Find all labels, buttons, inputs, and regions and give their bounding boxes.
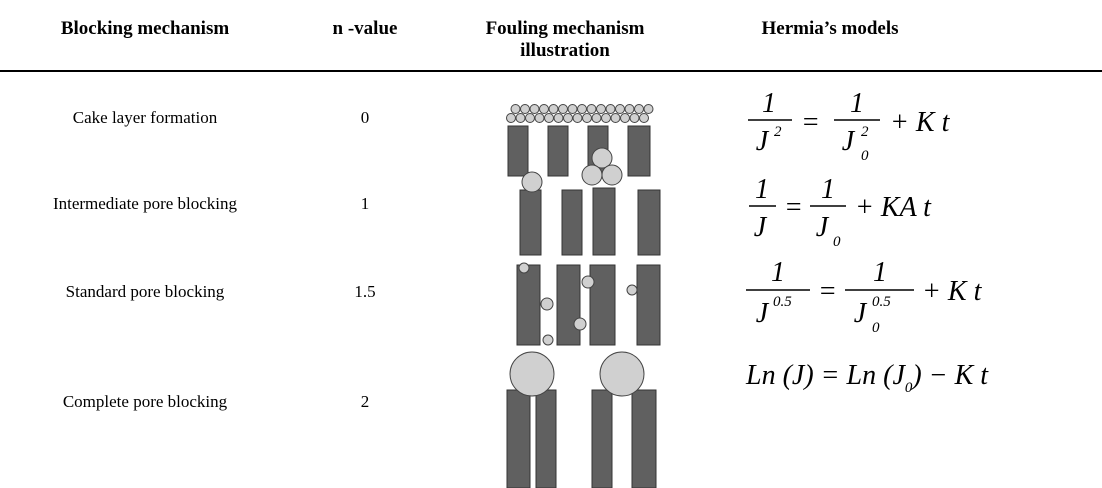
model-formula: 1 J 0.5 = 1 J 0.5 0 + K t — [746, 257, 983, 336]
particle — [634, 104, 644, 114]
denominator: J — [854, 298, 868, 329]
model-formula: 1 J = 1 J 0 + KA t — [749, 174, 932, 250]
particle — [572, 113, 583, 123]
n-cell: 0 — [360, 108, 370, 127]
particle — [534, 113, 545, 123]
particle — [639, 113, 649, 123]
header-cell: Blocking mechanism — [60, 18, 230, 39]
denominator: J — [756, 126, 770, 157]
n-cell: 1.5 — [354, 282, 376, 301]
particle — [620, 113, 630, 123]
particle — [629, 113, 640, 123]
particle — [615, 104, 625, 114]
denominator: J — [754, 212, 768, 243]
header-cell: Hermia’s models — [761, 18, 899, 39]
standard-illustration — [516, 262, 661, 346]
mechanism-cell: Cake layer formation — [72, 108, 218, 127]
header-cell: n -value — [332, 18, 398, 39]
particle — [558, 104, 568, 114]
mechanism-cell: Intermediate pore blocking — [52, 194, 238, 213]
n-cell: 2 — [360, 392, 370, 411]
numerator: 1 — [850, 88, 864, 119]
particle — [510, 104, 521, 114]
header-rule — [0, 70, 1102, 72]
particle — [520, 104, 530, 114]
subscript: 0 — [905, 380, 913, 396]
subscript: 0 — [833, 234, 841, 250]
particle — [563, 113, 573, 123]
numerator: 1 — [762, 88, 776, 119]
cake-illustration — [506, 104, 654, 177]
formula-tail: + K t — [890, 107, 951, 138]
formula-text: Ln (J) = Ln (J — [745, 360, 906, 391]
numerator: 1 — [821, 174, 835, 205]
numerator: 1 — [873, 257, 887, 288]
formula-tail: + K t — [922, 276, 983, 307]
formula-text: ) − K t — [910, 360, 989, 391]
numerator: 1 — [771, 257, 785, 288]
particle — [529, 104, 540, 114]
n-cell: 1 — [360, 194, 370, 213]
particle — [643, 104, 654, 114]
particle — [582, 113, 592, 123]
particle — [506, 113, 516, 123]
operator: = — [801, 107, 820, 138]
mechanism-cell: Complete pore blocking — [62, 392, 228, 411]
intermediate-illustration — [519, 147, 661, 256]
particle — [610, 113, 621, 123]
header-cell: Fouling mechanism illustration — [485, 18, 645, 61]
particle — [605, 104, 616, 114]
formula-tail: + KA t — [855, 192, 932, 223]
superscript: 0.5 — [773, 294, 792, 310]
mechanism-cell: Standard pore blocking — [65, 282, 225, 301]
superscript: 2 — [774, 124, 782, 140]
particle — [567, 104, 578, 114]
particle — [624, 104, 635, 114]
model-formula: 1 J 2 = 1 J 2 0 + K t — [748, 88, 951, 164]
superscript: 0.5 — [872, 294, 891, 310]
particle — [553, 113, 564, 123]
superscript: 2 — [861, 124, 869, 140]
operator: = — [818, 276, 837, 307]
operator: = — [784, 192, 803, 223]
particle — [577, 104, 587, 114]
denominator: J — [816, 212, 830, 243]
model-formula: Ln (J) = Ln (J0) − K t — [745, 360, 989, 396]
numerator: 1 — [755, 174, 769, 205]
particle — [596, 104, 606, 114]
particle — [586, 104, 597, 114]
particle — [525, 113, 535, 123]
particle — [515, 113, 526, 123]
particle — [591, 113, 602, 123]
particle — [601, 113, 611, 123]
subscript: 0 — [861, 148, 869, 164]
denominator: J — [842, 126, 856, 157]
complete-illustration — [506, 351, 657, 488]
subscript: 0 — [872, 320, 880, 336]
particle — [548, 104, 559, 114]
particle — [539, 104, 549, 114]
denominator: J — [756, 298, 770, 329]
particle — [544, 113, 554, 123]
